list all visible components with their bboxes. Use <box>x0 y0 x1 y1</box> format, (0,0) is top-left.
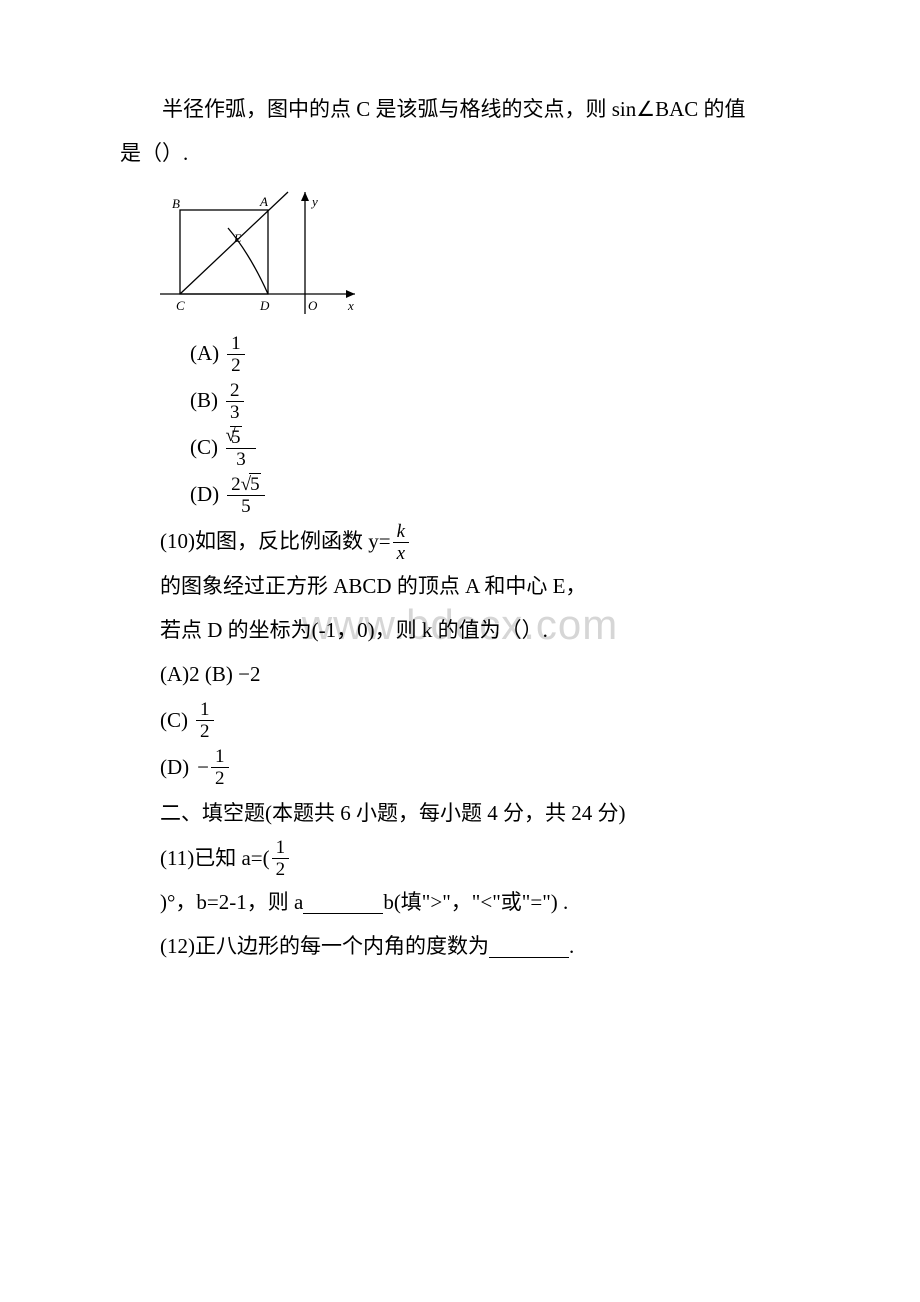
q9-choice-C-frac: 5√ 3 <box>226 428 256 469</box>
q9-choice-B: (B) 2 3 <box>190 381 800 422</box>
label-x: x <box>347 298 354 313</box>
q12-line: (12)正八边形的每一个内角的度数为 . <box>160 927 800 967</box>
q11-blank <box>303 893 383 914</box>
q9-choice-B-frac: 2 3 <box>226 381 244 422</box>
q11-frac: 1 2 <box>272 838 290 879</box>
label-D: D <box>259 298 270 313</box>
q10-choice-C: (C) 1 2 <box>160 700 800 741</box>
label-C: C <box>176 298 185 313</box>
q10-choice-D-frac: 1 2 <box>211 747 229 788</box>
q11-line2: )°，b=2-1，则 a b(填">"，"<"或"=") . <box>160 883 800 923</box>
q10-line2: 的图象经过正方形 ABCD 的顶点 A 和中心 E， <box>160 567 800 607</box>
q10-choice-AB: (A)2 (B) −2 <box>160 655 800 695</box>
q9-choice-C-label: (C) <box>190 428 218 468</box>
label-O: O <box>308 298 318 313</box>
label-B: B <box>172 196 180 211</box>
question9-diagram: B A E C D O x y <box>160 184 800 324</box>
q10-line3: 若点 D 的坐标为(-1，0)，则 k 的值为（）. <box>160 611 800 651</box>
question9-intro-line2: 是（）. <box>120 134 800 174</box>
q10-line1: (10)如图，反比例函数 y= k x <box>160 522 800 563</box>
q10-choice-C-label: (C) <box>160 701 188 741</box>
section2-heading: 二、填空题(本题共 6 小题，每小题 4 分，共 24 分) <box>160 794 800 834</box>
q12-blank <box>489 937 569 958</box>
q9-choice-A-label: (A) <box>190 334 219 374</box>
question9-intro-line1: 半径作弧，图中的点 C 是该弧与格线的交点，则 sin∠BAC 的值 <box>120 90 800 130</box>
q9-choice-C: (C) 5√ 3 <box>190 428 800 469</box>
label-y: y <box>310 194 318 209</box>
q10-choice-D-label: (D) <box>160 748 189 788</box>
label-E: E <box>233 231 242 245</box>
q9-choice-A-frac: 1 2 <box>227 334 245 375</box>
q9-choice-D: (D) 2√5 5 <box>190 475 800 516</box>
q9-choice-B-label: (B) <box>190 381 218 421</box>
q9-choice-D-label: (D) <box>190 475 219 515</box>
q10-choice-C-frac: 1 2 <box>196 700 214 741</box>
q9-choice-A: (A) 1 2 <box>190 334 800 375</box>
q11-line1: (11)已知 a=( 1 2 <box>160 838 800 879</box>
label-A: A <box>259 194 268 209</box>
q10-choice-D: (D) − 1 2 <box>160 747 800 788</box>
q10-kx-frac: k x <box>393 522 409 563</box>
q9-choice-D-frac: 2√5 5 <box>227 475 264 516</box>
